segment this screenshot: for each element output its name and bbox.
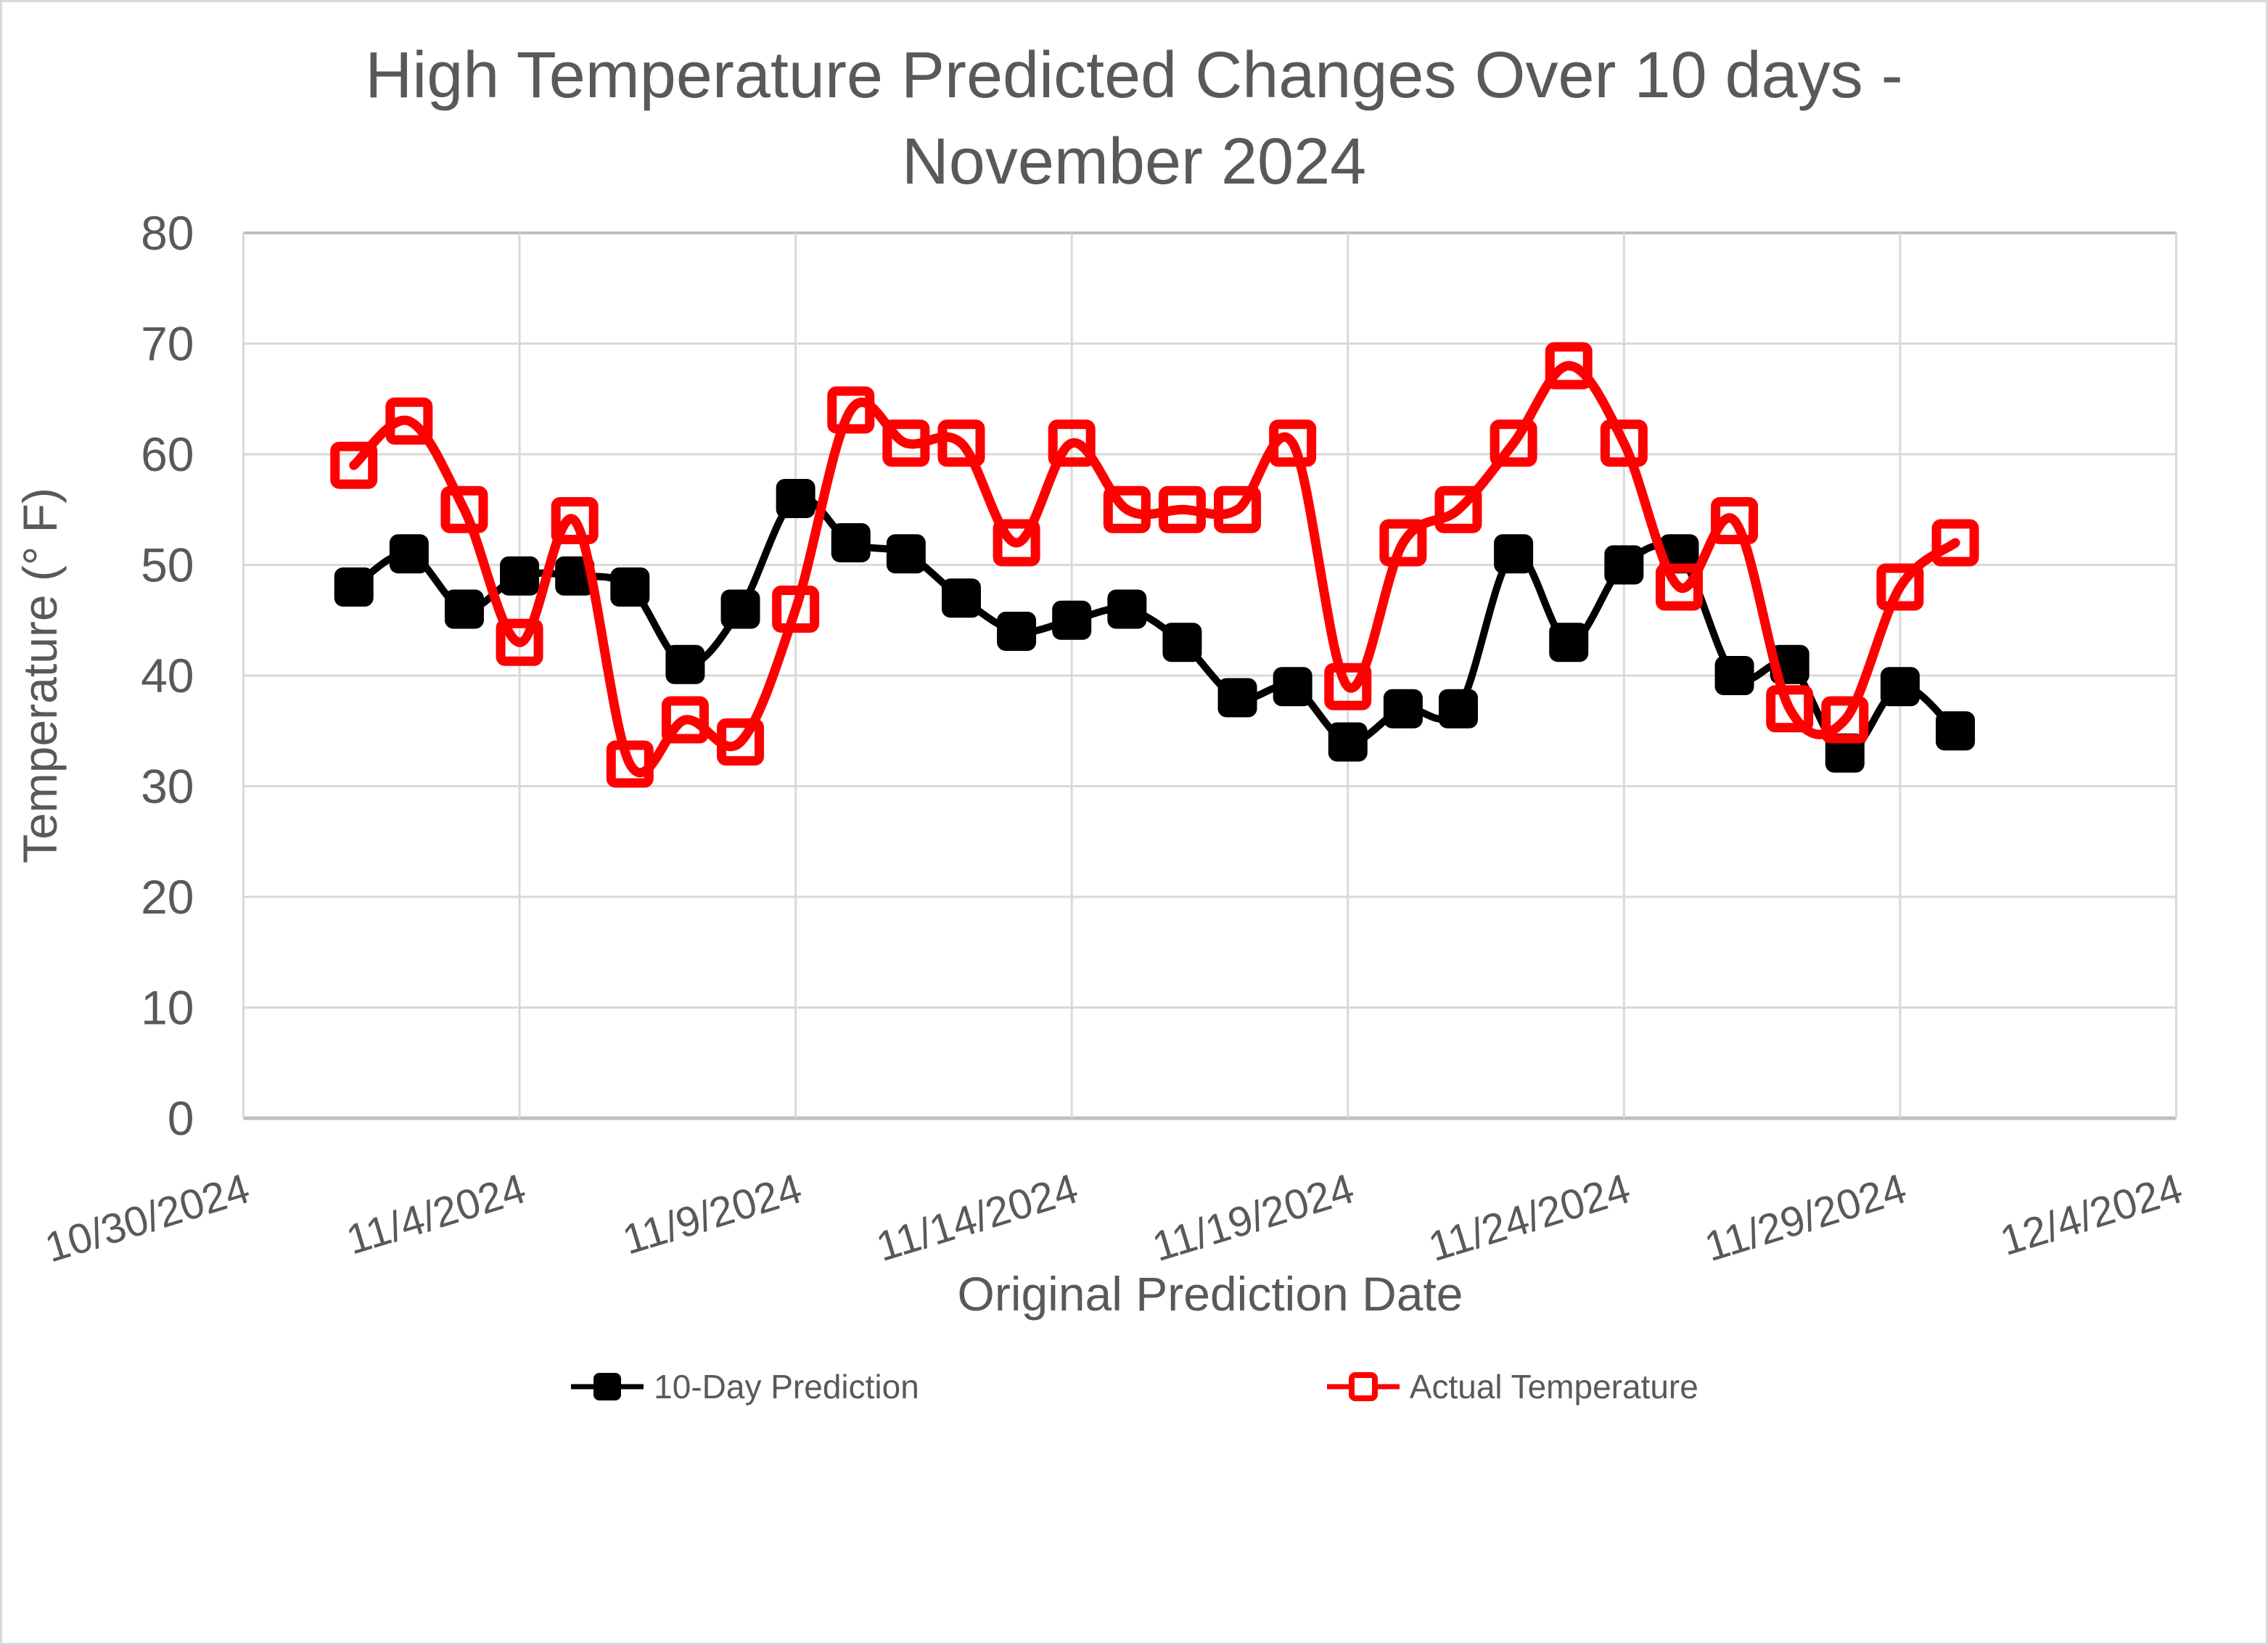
y-tick-label: 70 <box>141 317 194 371</box>
prediction-data-point-marker <box>1880 667 1920 707</box>
prediction-data-point-marker <box>886 534 926 574</box>
actual-data-point-marker <box>1269 419 1317 467</box>
prediction-data-point-marker <box>997 612 1037 651</box>
actual-data-point-marker <box>385 397 433 445</box>
actual-data-point-marker <box>1821 696 1869 744</box>
actual-data-point-marker <box>1103 485 1151 533</box>
actual-data-point-marker <box>1600 419 1648 467</box>
y-tick-label: 60 <box>141 427 194 481</box>
actual-data-point-marker <box>1158 485 1206 533</box>
x-tick-label: 11/19/2024 <box>1147 1165 1359 1271</box>
actual-data-point-marker <box>1545 342 1593 390</box>
y-tick-label: 0 <box>168 1091 194 1145</box>
y-tick-label: 80 <box>141 206 194 260</box>
y-tick-label: 30 <box>141 760 194 813</box>
x-tick-label: 12/4/2024 <box>1995 1165 2188 1265</box>
prediction-data-point-marker <box>1273 667 1312 707</box>
prediction-data-point-marker <box>1604 545 1644 585</box>
x-tick-label: 11/29/2024 <box>1699 1165 1911 1271</box>
actual-data-point-marker <box>882 419 930 467</box>
actual-data-point-marker <box>717 718 765 766</box>
prediction-data-point-marker <box>389 534 429 574</box>
prediction-data-point-marker <box>941 578 981 618</box>
actual-data-point-marker <box>1931 519 1979 567</box>
prediction-data-point-marker <box>444 589 484 629</box>
prediction-data-point-marker <box>1052 600 1092 640</box>
actual-data-point-marker <box>496 618 543 666</box>
y-tick-label: 50 <box>141 538 194 592</box>
prediction-data-point-marker <box>1494 534 1534 574</box>
actual-data-point-marker <box>1048 419 1096 467</box>
x-tick-label: 11/14/2024 <box>871 1165 1083 1271</box>
y-tick-label: 40 <box>141 649 194 702</box>
prediction-data-point-marker <box>720 589 760 629</box>
actual-series-line <box>349 361 1960 777</box>
x-tick-label: 11/24/2024 <box>1423 1165 1635 1271</box>
chart-title-line2: November 2024 <box>901 125 1367 198</box>
legend: 10-Day Prediction Actual Temperature <box>2 1366 2266 1407</box>
actual-data-point-marker <box>1655 563 1703 611</box>
prediction-data-point-marker <box>1714 656 1754 695</box>
actual-data-point-marker <box>827 386 875 434</box>
actual-data-point-marker <box>1876 563 1924 611</box>
prediction-data-point-marker <box>500 556 540 596</box>
chart-title-line1: High Temperature Predicted Changes Over … <box>365 39 1903 112</box>
legend-entry-actual: Actual Temperature <box>1326 1366 1698 1407</box>
actual-data-point-marker <box>1434 485 1482 533</box>
prediction-data-point-marker <box>1383 689 1423 729</box>
prediction-data-point-marker <box>1107 589 1147 629</box>
prediction-data-point-marker <box>1936 711 1976 751</box>
actual-data-point-marker <box>661 696 709 744</box>
x-tick-label: 10/30/2024 <box>40 1165 255 1271</box>
prediction-data-point-marker <box>665 644 705 684</box>
actual-data-point-marker <box>440 485 488 533</box>
actual-data-point-marker <box>1379 519 1427 567</box>
actual-data-point-marker <box>937 419 985 467</box>
prediction-data-point-marker <box>1439 689 1479 729</box>
actual-data-point-marker <box>330 441 378 489</box>
actual-data-point-marker <box>772 586 820 633</box>
actual-data-point-marker <box>1711 497 1759 544</box>
prediction-data-point-marker <box>1549 623 1589 662</box>
actual-series-swatch-icon <box>1326 1372 1400 1401</box>
legend-label-prediction: 10-Day Prediction <box>654 1368 919 1406</box>
prediction-data-point-marker <box>776 479 815 518</box>
actual-data-point-marker <box>1490 419 1537 467</box>
legend-entry-prediction: 10-Day Prediction <box>570 1366 919 1407</box>
prediction-data-point-marker <box>334 567 374 607</box>
actual-data-point-marker <box>551 497 599 544</box>
actual-data-point-marker <box>606 740 654 788</box>
x-tick-label: 11/9/2024 <box>617 1165 808 1263</box>
prediction-series-swatch-icon <box>571 1373 644 1400</box>
actual-data-point-marker <box>1324 662 1372 710</box>
prediction-data-point-marker <box>610 567 650 607</box>
x-tick-label: 11/4/2024 <box>341 1165 531 1263</box>
actual-data-point-marker <box>1766 685 1814 733</box>
actual-data-point-marker <box>993 519 1040 567</box>
y-tick-label: 10 <box>141 981 194 1035</box>
legend-label-actual: Actual Temperature <box>1409 1368 1698 1406</box>
prediction-data-point-marker <box>1162 623 1202 662</box>
prediction-data-point-marker <box>831 523 871 562</box>
x-axis-title: Original Prediction Date <box>957 1267 1463 1321</box>
actual-data-point-marker <box>1214 485 1262 533</box>
y-tick-label: 20 <box>141 870 194 924</box>
chart-title: High Temperature Predicted Changes Over … <box>2 33 2266 205</box>
prediction-data-point-marker <box>1328 722 1368 762</box>
prediction-data-point-marker <box>1217 678 1257 718</box>
y-axis-title-text: Temperature (° F) <box>13 488 67 863</box>
